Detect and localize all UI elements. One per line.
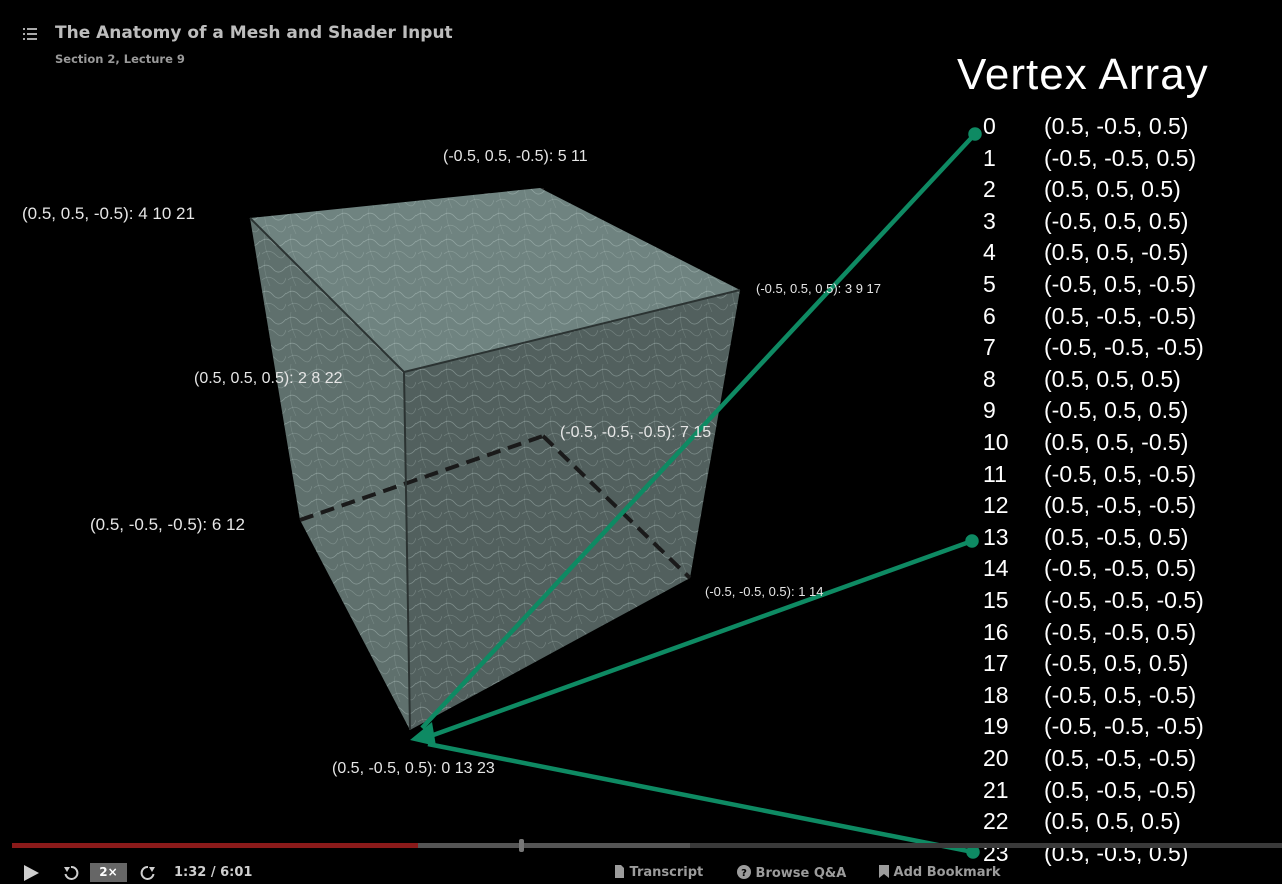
vertex-index: 14 xyxy=(983,555,1009,582)
label-top-right: (-0.5, 0.5, 0.5): 3 9 17 xyxy=(756,281,882,296)
vertex-value: (0.5, -0.5, 0.5) xyxy=(1044,113,1189,139)
vertex-value: (-0.5, 0.5, 0.5) xyxy=(1044,650,1189,677)
vertex-value: (-0.5, -0.5, 0.5) xyxy=(1044,555,1197,582)
question-icon: ? xyxy=(737,865,751,879)
vertex-value: (0.5, 0.5, 0.5) xyxy=(1044,808,1181,835)
transcript-button[interactable]: Transcript xyxy=(614,865,703,880)
vertex-index: 9 xyxy=(983,397,996,424)
vertex-value: (-0.5, 0.5, 0.5) xyxy=(1044,207,1189,234)
label-bottom-left: (0.5, -0.5, -0.5): 6 12 xyxy=(90,515,245,534)
time-display: 1:32 / 6:01 xyxy=(174,865,253,880)
vertex-index: 13 xyxy=(983,523,1009,550)
label-mid-left: (0.5, 0.5, 0.5): 2 8 22 xyxy=(194,370,343,387)
vertex-value: (0.5, 0.5, -0.5) xyxy=(1044,429,1189,455)
label-bottom-right: (-0.5, -0.5, 0.5): 1 14 xyxy=(705,584,824,599)
vertex-index: 15 xyxy=(983,587,1009,613)
browse-qa-label: Browse Q&A xyxy=(755,866,847,881)
forward-icon[interactable] xyxy=(140,865,156,881)
document-icon xyxy=(615,865,624,878)
vertex-index: 17 xyxy=(983,650,1009,677)
vertex-index: 3 xyxy=(983,207,996,234)
vertex-value: (0.5, -0.5, -0.5) xyxy=(1044,302,1197,329)
vertex-index: 1 xyxy=(983,144,996,171)
vertex-value: (0.5, -0.5, -0.5) xyxy=(1044,745,1197,771)
vertex-index: 21 xyxy=(983,776,1009,803)
vertex-index: 6 xyxy=(983,302,996,329)
arrow-vertex-13 xyxy=(424,538,973,741)
list-icon[interactable] xyxy=(22,26,38,42)
vertex-index: 2 xyxy=(983,176,996,203)
back-edge-bottom-right xyxy=(541,434,692,580)
vertex-array-title: Vertex Array xyxy=(957,50,1209,99)
play-icon[interactable] xyxy=(22,864,40,882)
vertex-value: (-0.5, 0.5, 0.5) xyxy=(1044,397,1189,424)
vertex-value: (0.5, -0.5, -0.5) xyxy=(1044,776,1197,803)
vertex-value: (0.5, -0.5, 0.5) xyxy=(1044,523,1189,550)
vertex-value: (0.5, -0.5, -0.5) xyxy=(1044,492,1197,519)
player-controls: 2× 1:32 / 6:01 Transcript ? Browse Q&A A… xyxy=(0,838,1282,884)
vertex-index: 4 xyxy=(983,239,996,266)
vertex-index: 18 xyxy=(983,681,1009,708)
add-bookmark-button[interactable]: Add Bookmark xyxy=(879,865,1001,880)
vertex-index: 16 xyxy=(983,618,1009,645)
vertex-value: (-0.5, -0.5, 0.5) xyxy=(1044,618,1197,645)
vertex-arrows xyxy=(410,127,982,859)
browse-qa-button[interactable]: ? Browse Q&A xyxy=(737,865,846,881)
vertex-index: 22 xyxy=(983,808,1009,835)
lecture-title: The Anatomy of a Mesh and Shader Input xyxy=(55,23,453,43)
vertex-index: 19 xyxy=(983,713,1009,740)
vertex-index: 10 xyxy=(983,429,1009,455)
vertex-value: (-0.5, -0.5, -0.5) xyxy=(1044,334,1204,361)
arrowhead xyxy=(410,722,436,746)
arrow-vertex-0 xyxy=(420,132,977,730)
vertex-index: 0 xyxy=(983,113,996,139)
transcript-label: Transcript xyxy=(629,865,704,880)
label-top-back: (-0.5, 0.5, -0.5): 5 11 xyxy=(443,148,588,165)
vertex-value: (0.5, 0.5, 0.5) xyxy=(1044,365,1181,392)
bookmark-icon xyxy=(879,865,889,878)
progress-played xyxy=(12,843,418,848)
vertex-index: 5 xyxy=(983,271,996,297)
vertex-value: (-0.5, -0.5, -0.5) xyxy=(1044,713,1204,740)
vertex-index: 12 xyxy=(983,492,1009,519)
vertex-index: 7 xyxy=(983,334,996,361)
lecture-subtitle: Section 2, Lecture 9 xyxy=(55,52,185,66)
vertex-value: (-0.5, 0.5, -0.5) xyxy=(1044,681,1197,708)
vertex-value: (-0.5, 0.5, -0.5) xyxy=(1044,271,1197,297)
rewind-icon[interactable] xyxy=(63,865,79,881)
progress-buffered xyxy=(414,843,690,848)
vertex-value: (-0.5, -0.5, -0.5) xyxy=(1044,587,1204,613)
add-bookmark-label: Add Bookmark xyxy=(893,865,1001,880)
speed-button[interactable]: 2× xyxy=(90,863,127,882)
vertex-index: 20 xyxy=(983,745,1009,771)
vertex-value: (0.5, 0.5, -0.5) xyxy=(1044,239,1189,266)
vertex-index: 8 xyxy=(983,365,996,392)
svg-text:?: ? xyxy=(741,868,747,879)
label-top-left: (0.5, 0.5, -0.5): 4 10 21 xyxy=(22,204,195,223)
vertex-value: (0.5, 0.5, 0.5) xyxy=(1044,176,1181,203)
progress-handle[interactable] xyxy=(519,839,524,852)
vertex-value: (-0.5, 0.5, -0.5) xyxy=(1044,460,1197,487)
label-mid-center: (-0.5, -0.5, -0.5): 7 15 xyxy=(560,424,712,441)
vertex-index: 11 xyxy=(983,460,1007,487)
label-bottom-front: (0.5, -0.5, 0.5): 0 13 23 xyxy=(332,760,495,777)
vertex-value: (-0.5, -0.5, 0.5) xyxy=(1044,144,1197,171)
arrow-vertex-23 xyxy=(427,741,974,855)
